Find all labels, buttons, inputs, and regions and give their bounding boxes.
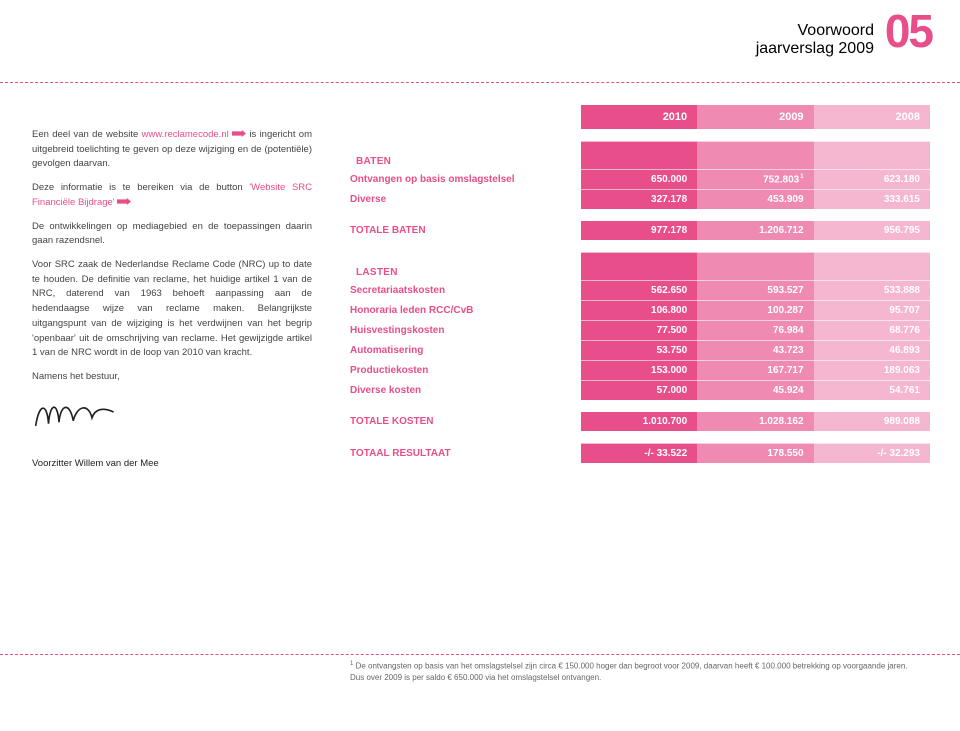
- link-reclamecode[interactable]: www.reclamecode.nl: [142, 129, 229, 140]
- arrow-icon: [232, 130, 246, 138]
- year-col-2: 2008: [814, 105, 930, 130]
- table-row: Ontvangen op basis omslagstelsel 650.000…: [350, 169, 930, 189]
- year-col-0: 2010: [581, 105, 697, 130]
- para-2: Deze informatie is te be­reiken via de b…: [32, 181, 312, 210]
- para-1: Een deel van de website www.reclamecode.…: [32, 128, 312, 172]
- para-4: Voor SRC zaak de Nederlandse Reclame Cod…: [32, 258, 312, 361]
- chair-name: Voorzitter Willem van der Mee: [32, 457, 312, 472]
- section-baten: BATEN: [350, 141, 581, 169]
- page-number: 05: [885, 4, 932, 58]
- table-row: Huisvestingskosten 77.500 76.984 68.776: [350, 320, 930, 340]
- row-totaal-resultaat: TOTAAL RESULTAAT -/- 33.522 178.550 -/- …: [350, 443, 930, 463]
- section-lasten: LASTEN: [350, 252, 581, 280]
- page-header: Voorwoord jaarverslag 2009: [756, 22, 874, 58]
- para-5: Namens het bestuur,: [32, 370, 312, 385]
- year-col-1: 2009: [697, 105, 813, 130]
- para-3: De ontwikkelingen op mediagebied en de t…: [32, 220, 312, 249]
- body-text: Een deel van de website www.reclamecode.…: [32, 128, 312, 471]
- table-header-row: 2010 2009 2008: [350, 105, 930, 130]
- header-word1: Voorwoord: [756, 22, 874, 40]
- signature: [32, 395, 312, 439]
- table-row: Diverse kosten 57.000 45.924 54.761: [350, 380, 930, 400]
- table-row: Automatisering 53.750 43.723 46.893: [350, 340, 930, 360]
- table-row: Honoraria leden RCC/CvB 106.800 100.287 …: [350, 300, 930, 320]
- footnote: 1 De ontvangsten op basis van het omslag…: [350, 660, 930, 683]
- divider-top: [0, 82, 960, 83]
- arrow-icon: [117, 198, 131, 206]
- header-word2: jaarverslag 2009: [756, 40, 874, 58]
- row-totale-baten: TOTALE BATEN 977.178 1.206.712 956.795: [350, 221, 930, 241]
- table-row: Secretariaatskosten 562.650 593.527 533.…: [350, 280, 930, 300]
- table-row: Diverse 327.178 453.909 333.615: [350, 189, 930, 209]
- divider-footer: [0, 654, 960, 655]
- row-totale-kosten: TOTALE KOSTEN 1.010.700 1.028.162 989.08…: [350, 412, 930, 432]
- financial-table: 2010 2009 2008 BATEN Ontvangen op basis …: [350, 104, 930, 463]
- table-row: Productiekosten 153.000 167.717 189.063: [350, 360, 930, 380]
